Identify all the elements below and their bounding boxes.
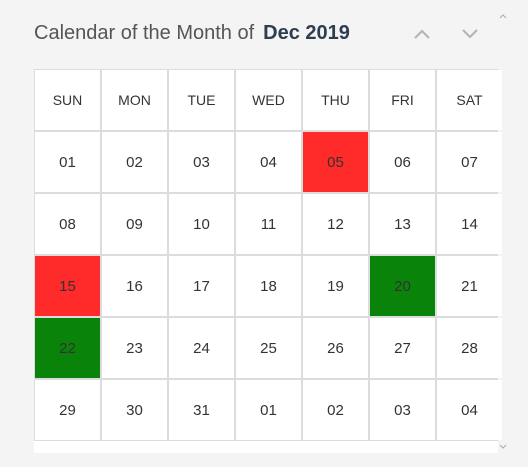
day-cell[interactable]: 16 <box>102 256 167 316</box>
day-cell[interactable]: 12 <box>303 194 368 254</box>
day-cell[interactable]: 03 <box>169 132 234 192</box>
calendar-grid: SUN MON TUE WED THU FRI SAT 01 02 03 04 05 06… <box>34 69 502 441</box>
day-cell[interactable]: 14 <box>437 194 502 254</box>
day-cell[interactable]: 04 <box>236 132 301 192</box>
day-cell[interactable]: 20 <box>370 256 435 316</box>
scroll-down-arrow[interactable] <box>498 442 508 450</box>
day-cell[interactable]: 09 <box>102 194 167 254</box>
weekday-header-mon: MON <box>102 70 167 130</box>
day-cell[interactable]: 04 <box>437 380 502 440</box>
calendar-header: Calendar of the Month of Dec 2019 <box>0 0 500 66</box>
day-cell[interactable]: 24 <box>169 318 234 378</box>
day-cell[interactable]: 02 <box>303 380 368 440</box>
day-cell[interactable]: 15 <box>35 256 100 316</box>
day-cell[interactable]: 27 <box>370 318 435 378</box>
weekday-header-sat: SAT <box>437 70 502 130</box>
day-cell[interactable]: 05 <box>303 132 368 192</box>
day-cell[interactable]: 28 <box>437 318 502 378</box>
scroll-down-icon <box>499 444 507 449</box>
weekday-header-fri: FRI <box>370 70 435 130</box>
scroll-up-arrow[interactable] <box>498 12 508 20</box>
day-cell[interactable]: 03 <box>370 380 435 440</box>
day-cell[interactable]: 31 <box>169 380 234 440</box>
weekday-header-sun: SUN <box>35 70 100 130</box>
day-cell[interactable]: 10 <box>169 194 234 254</box>
month-label: Dec 2019 <box>263 22 350 44</box>
day-cell[interactable]: 08 <box>35 194 100 254</box>
day-cell[interactable]: 25 <box>236 318 301 378</box>
day-cell[interactable]: 01 <box>236 380 301 440</box>
day-cell[interactable]: 06 <box>370 132 435 192</box>
day-cell[interactable]: 07 <box>437 132 502 192</box>
day-cell[interactable]: 18 <box>236 256 301 316</box>
day-cell[interactable]: 21 <box>437 256 502 316</box>
weekday-header-tue: TUE <box>169 70 234 130</box>
scrollbar[interactable] <box>498 12 508 456</box>
weekday-header-wed: WED <box>236 70 301 130</box>
next-month-button[interactable] <box>458 22 482 46</box>
day-cell[interactable]: 30 <box>102 380 167 440</box>
day-cell[interactable]: 19 <box>303 256 368 316</box>
title-prefix: Calendar of the Month of <box>34 22 255 44</box>
scroll-up-icon <box>499 13 507 18</box>
previous-month-button[interactable] <box>410 22 434 46</box>
day-cell[interactable]: 26 <box>303 318 368 378</box>
chevron-up-icon <box>414 29 430 39</box>
day-cell[interactable]: 22 <box>35 318 100 378</box>
day-cell[interactable]: 02 <box>102 132 167 192</box>
day-cell[interactable]: 17 <box>169 256 234 316</box>
calendar-title: Calendar of the Month of Dec 2019 <box>34 22 350 45</box>
calendar-bottom-edge <box>34 441 498 453</box>
day-cell[interactable]: 13 <box>370 194 435 254</box>
day-cell[interactable]: 01 <box>35 132 100 192</box>
chevron-down-icon <box>462 29 478 39</box>
weekday-header-thu: THU <box>303 70 368 130</box>
day-cell[interactable]: 11 <box>236 194 301 254</box>
day-cell[interactable]: 23 <box>102 318 167 378</box>
day-cell[interactable]: 29 <box>35 380 100 440</box>
